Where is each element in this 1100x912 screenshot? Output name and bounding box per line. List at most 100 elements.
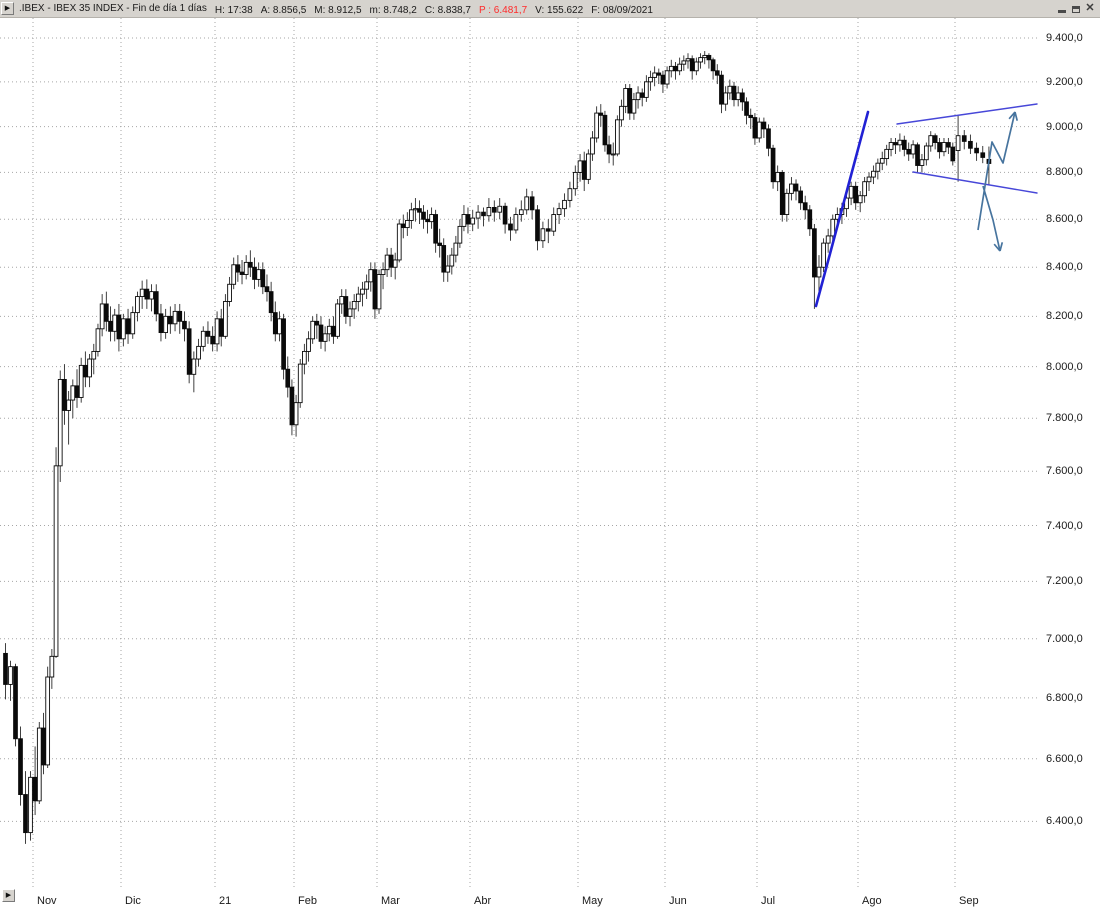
trendline-annotation[interactable] [814,110,870,308]
minimize-button[interactable] [1056,3,1068,14]
time-axis-label: Abr [474,895,492,907]
candle-body [535,209,540,242]
candle-body [326,325,332,335]
candle-body [761,121,767,130]
projection-up-arrow-annotation[interactable] [977,111,1016,231]
candle-body [196,345,201,360]
price-axis-label: 9.400,0 [1046,32,1083,44]
candle-body [277,318,282,335]
candle-body [770,147,776,183]
candle-body [702,54,708,59]
price-axis-label: 8.800,0 [1046,166,1083,179]
candle-body [425,218,430,223]
candle-body [239,271,245,275]
candle-body [619,105,624,121]
candle-body [871,170,876,178]
candle-body [961,135,967,142]
channel-lower-line-annotation[interactable] [912,171,1038,194]
projection-up-arrow-arrowhead[interactable] [1008,111,1016,120]
candle-body [78,364,84,398]
candle-body [293,402,299,426]
candle-body [731,85,737,101]
candle-body [635,92,641,101]
candle-body [368,269,374,283]
close-button[interactable]: ✕ [1085,2,1095,14]
candle-body [556,208,562,215]
candle-body [508,223,513,231]
candle-body [615,119,620,155]
candle-body [281,318,286,370]
candle-body [879,158,885,164]
candle-body [268,291,274,314]
price-axis-label: 7.200,0 [1046,575,1083,588]
candle-body [28,776,33,834]
candle-body [53,465,59,657]
price-axis-label: 7.800,0 [1046,412,1083,425]
restore-button[interactable] [1070,3,1082,14]
candle-body [853,185,859,204]
candle-body [610,153,616,156]
price-axis-label: 8.000,0 [1046,360,1083,373]
candle-body [915,144,920,166]
candle-body [247,261,253,268]
candle-body [91,350,97,360]
quote-field: P : 6.481,7 [478,4,528,16]
candle-body [744,101,749,116]
candle-body [392,259,398,268]
bottom-expander-button[interactable]: ▶ [2,889,15,902]
candle-body [639,92,645,98]
candle-body [177,310,183,322]
time-axis-label: Nov [37,895,57,907]
candle-body [529,196,535,211]
candle-body [153,291,159,315]
candle-body [875,162,881,172]
projection-down-arrow-annotation[interactable] [982,185,1001,252]
candle-body [380,269,386,275]
candle-body [120,318,126,340]
candle-body [139,288,145,298]
projection-up-arrow-arrowhead[interactable] [1014,111,1019,121]
candle-body [893,142,898,146]
titlebar-expander-button[interactable]: ▶ [1,2,14,15]
channel-upper-line-annotation[interactable] [896,103,1038,125]
candle-body [766,128,771,149]
candle-body [227,283,232,302]
candle-body [719,74,724,105]
projection-down-arrow-arrowhead[interactable] [993,243,1001,252]
quote-field: m: 8.748,2 [369,4,417,16]
candle-body [409,209,414,221]
candle-body [347,308,353,317]
candle-body [586,153,591,180]
candle-body [388,254,394,268]
projection-down-arrow-arrowhead[interactable] [999,242,1004,252]
candle-body [87,358,92,378]
candle-body [502,205,508,225]
candle-body [372,269,378,310]
candle-body [243,261,249,275]
candle-body [857,195,863,204]
candle-body [545,228,551,232]
candle-body [816,266,822,278]
candle-body [941,142,947,153]
candle-body [103,303,109,322]
candle-body [400,223,406,229]
candle-body [932,135,938,143]
window-titlebar[interactable]: ▶ .IBEX - IBEX 35 INDEX - Fin de día 1 d… [0,0,1100,18]
candle-body [191,358,197,375]
candle-body [698,57,703,63]
candle-body [95,328,101,352]
time-axis-label: May [582,895,603,907]
price-axis-label: 9.200,0 [1046,75,1083,88]
candle-body [524,196,530,211]
candle-body [66,399,71,411]
candle-body [252,266,257,280]
candle-body [906,148,912,155]
candle-body [660,74,666,85]
candle-body [421,211,426,220]
window-title: .IBEX - IBEX 35 INDEX - Fin de día 1 día… [19,3,207,14]
quote-field: F: 08/09/2021 [591,4,653,16]
candle-body [602,114,608,146]
candle-body [149,291,154,300]
